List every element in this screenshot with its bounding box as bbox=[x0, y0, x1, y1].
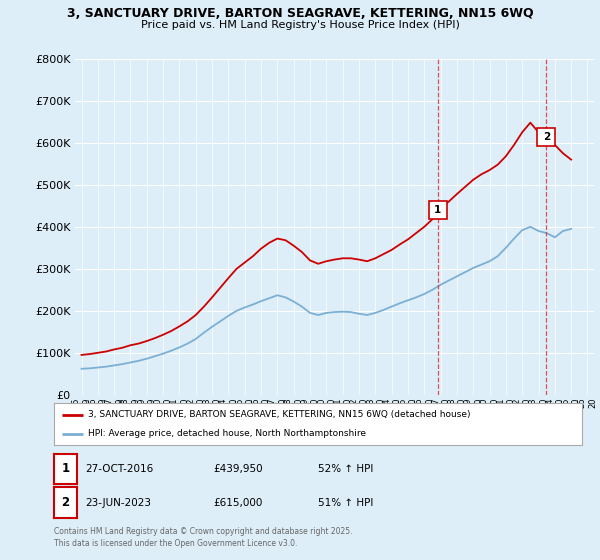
Text: 52% ↑ HPI: 52% ↑ HPI bbox=[318, 464, 373, 474]
Text: £439,950: £439,950 bbox=[213, 464, 263, 474]
Text: 23-JUN-2023: 23-JUN-2023 bbox=[85, 498, 151, 507]
Text: £615,000: £615,000 bbox=[213, 498, 262, 507]
Text: 3, SANCTUARY DRIVE, BARTON SEAGRAVE, KETTERING, NN15 6WQ: 3, SANCTUARY DRIVE, BARTON SEAGRAVE, KET… bbox=[67, 7, 533, 20]
Text: 2: 2 bbox=[543, 132, 550, 142]
Text: 1: 1 bbox=[61, 463, 70, 475]
Text: 3, SANCTUARY DRIVE, BARTON SEAGRAVE, KETTERING, NN15 6WQ (detached house): 3, SANCTUARY DRIVE, BARTON SEAGRAVE, KET… bbox=[88, 410, 471, 419]
Text: Price paid vs. HM Land Registry's House Price Index (HPI): Price paid vs. HM Land Registry's House … bbox=[140, 20, 460, 30]
Text: 51% ↑ HPI: 51% ↑ HPI bbox=[318, 498, 373, 507]
Text: Contains HM Land Registry data © Crown copyright and database right 2025.
This d: Contains HM Land Registry data © Crown c… bbox=[54, 527, 353, 548]
Text: 1: 1 bbox=[434, 205, 441, 215]
Text: 27-OCT-2016: 27-OCT-2016 bbox=[85, 464, 154, 474]
Text: 2: 2 bbox=[61, 496, 70, 509]
Text: HPI: Average price, detached house, North Northamptonshire: HPI: Average price, detached house, Nort… bbox=[88, 430, 367, 438]
